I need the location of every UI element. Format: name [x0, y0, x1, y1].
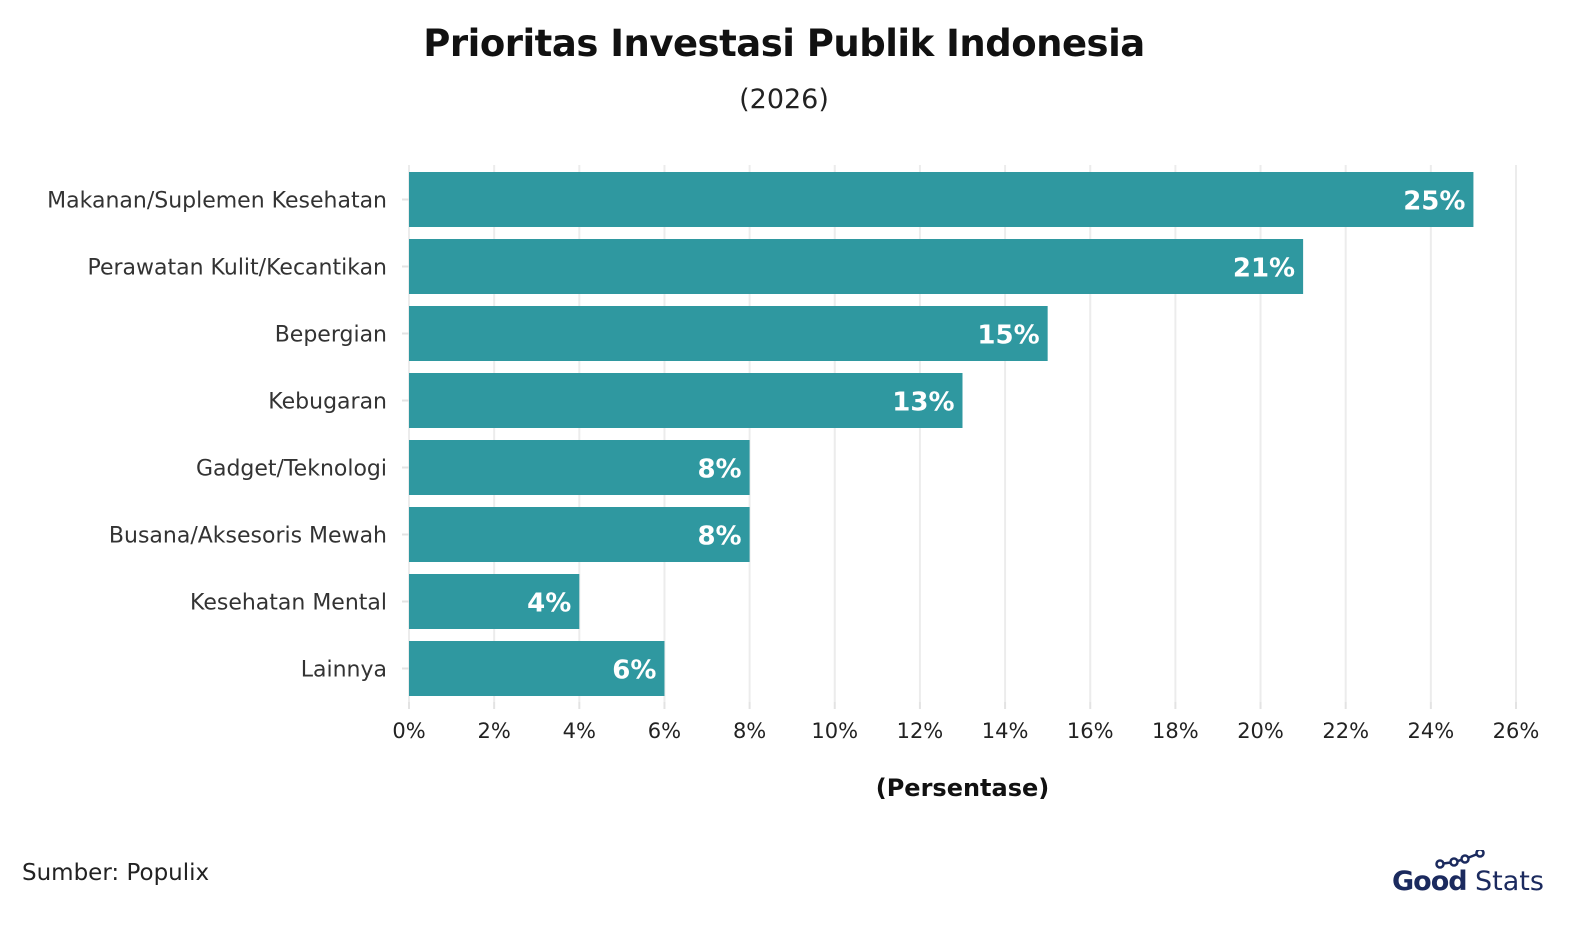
x-tick-label: 24%: [1408, 719, 1455, 743]
bar: [409, 306, 1048, 361]
goodstats-logo: Good Stats: [1392, 850, 1544, 897]
data-label: 8%: [697, 522, 741, 552]
x-tick-label: 8%: [733, 719, 766, 743]
bar: [409, 373, 963, 428]
data-label: 8%: [697, 455, 741, 485]
chart-subtitle: (2026): [739, 84, 829, 115]
y-tick-label: Kebugaran: [268, 390, 387, 415]
chart-title: Prioritas Investasi Publik Indonesia: [423, 22, 1145, 65]
bar: [409, 172, 1474, 227]
bar: [409, 239, 1304, 294]
y-tick-label: Lainnya: [301, 658, 387, 683]
y-tick-label: Makanan/Suplemen Kesehatan: [47, 189, 387, 214]
y-tick-label: Bepergian: [275, 323, 387, 348]
bar: [409, 574, 580, 629]
x-tick-label: 10%: [811, 719, 858, 743]
data-label: 13%: [892, 388, 954, 418]
x-tick-label: 22%: [1322, 719, 1369, 743]
x-axis-label: (Persentase): [876, 774, 1050, 802]
x-tick-label: 6%: [648, 719, 681, 743]
x-tick-label: 26%: [1493, 719, 1540, 743]
data-label: 21%: [1233, 254, 1295, 284]
x-tick-label: 12%: [897, 719, 944, 743]
data-label: 25%: [1403, 187, 1465, 217]
y-tick-label: Kesehatan Mental: [190, 591, 387, 616]
x-tick-label: 14%: [982, 719, 1029, 743]
source-note: Sumber: Populix: [22, 860, 210, 886]
data-label: 15%: [977, 321, 1039, 351]
bar: [409, 641, 665, 696]
x-tick-label: 16%: [1067, 719, 1114, 743]
data-label: 4%: [527, 589, 571, 619]
svg-text:Good: Good: [1392, 866, 1467, 897]
y-tick-label: Busana/Aksesoris Mewah: [109, 524, 387, 549]
y-tick-label: Perawatan Kulit/Kecantikan: [87, 256, 387, 281]
x-tick-label: 4%: [563, 719, 596, 743]
x-tick-label: 0%: [392, 719, 425, 743]
bar: [409, 507, 750, 562]
bar: [409, 440, 750, 495]
x-tick-label: 20%: [1237, 719, 1284, 743]
data-label: 6%: [612, 656, 656, 686]
x-tick-label: 2%: [477, 719, 510, 743]
svg-text:Stats: Stats: [1475, 866, 1544, 897]
y-tick-label: Gadget/Teknologi: [196, 457, 387, 482]
x-tick-label: 18%: [1152, 719, 1199, 743]
